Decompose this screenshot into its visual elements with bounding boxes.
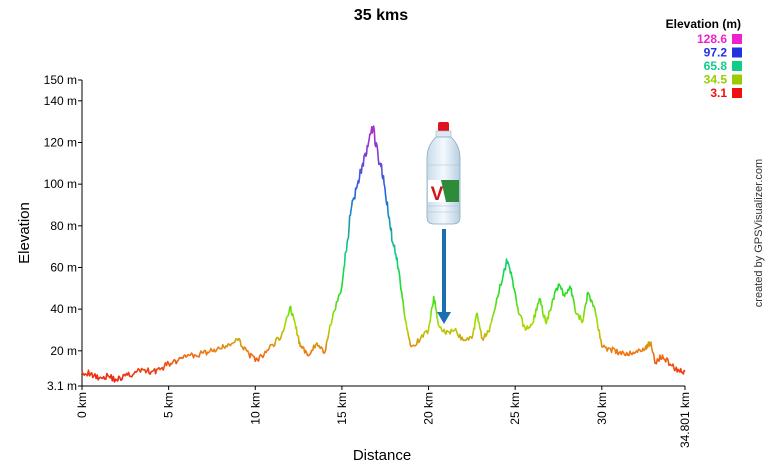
- x-tick-label: 25 km: [508, 392, 522, 425]
- legend-swatch: [732, 88, 742, 98]
- elevation-profile-line: [81, 125, 686, 383]
- y-tick-label: 40 m: [50, 302, 77, 316]
- legend-swatch: [732, 74, 742, 85]
- bottle-cap: [438, 122, 449, 132]
- legend-title: Elevation (m): [666, 17, 741, 31]
- x-axis-label: Distance: [353, 447, 411, 464]
- bottle-arrow: [437, 229, 451, 324]
- y-axis-ticks: 3.1 m 20 m 40 m 60 m 80 m 100 m 120 m 140 m 150 …: [44, 73, 82, 393]
- legend-swatch: [732, 34, 742, 44]
- legend-entry-label: 3.1: [710, 86, 727, 100]
- x-tick-label: 15 km: [335, 392, 349, 425]
- legend-entry-label: 34.5: [704, 73, 728, 87]
- attribution-text: created by GPSVisualizer.com: [753, 159, 765, 307]
- y-tick-label: 150 m: [44, 73, 77, 87]
- x-tick-label: 34.801 km: [678, 392, 692, 448]
- x-axis-ticks: 0 km 5 km 10 km 15 km 20 km 25 km 30 km 34.801 …: [75, 386, 692, 448]
- legend-swatch: [732, 47, 742, 58]
- y-tick-label: 140 m: [44, 94, 77, 108]
- water-bottle-marker: V: [426, 122, 461, 225]
- legend-entry-label: 97.2: [704, 46, 728, 60]
- bottle-label-stripe: [441, 180, 459, 202]
- x-tick-label: 10 km: [248, 392, 262, 425]
- bottle-brand-glyph: V: [431, 184, 444, 205]
- x-tick-label: 20 km: [422, 392, 436, 425]
- bottle-arrow-head: [437, 312, 451, 324]
- x-tick-label: 5 km: [162, 392, 176, 418]
- y-tick-label: 3.1 m: [47, 379, 77, 393]
- chart-title: 35 kms: [354, 7, 408, 24]
- y-tick-label: 20 m: [50, 344, 77, 358]
- y-axis-label: Elevation: [16, 202, 33, 264]
- legend: Elevation (m) 128.697.265.834.53.1: [666, 17, 742, 100]
- legend-entry-label: 128.6: [697, 32, 727, 46]
- y-tick-label: 100 m: [44, 177, 77, 191]
- legend-entry-label: 65.8: [704, 59, 728, 73]
- x-tick-label: 0 km: [75, 392, 89, 418]
- bottle-neck: [435, 130, 452, 138]
- x-tick-label: 30 km: [595, 392, 609, 425]
- legend-swatch: [732, 61, 742, 71]
- y-tick-label: 80 m: [50, 219, 77, 233]
- y-tick-label: 60 m: [50, 260, 77, 274]
- y-tick-label: 120 m: [44, 135, 77, 149]
